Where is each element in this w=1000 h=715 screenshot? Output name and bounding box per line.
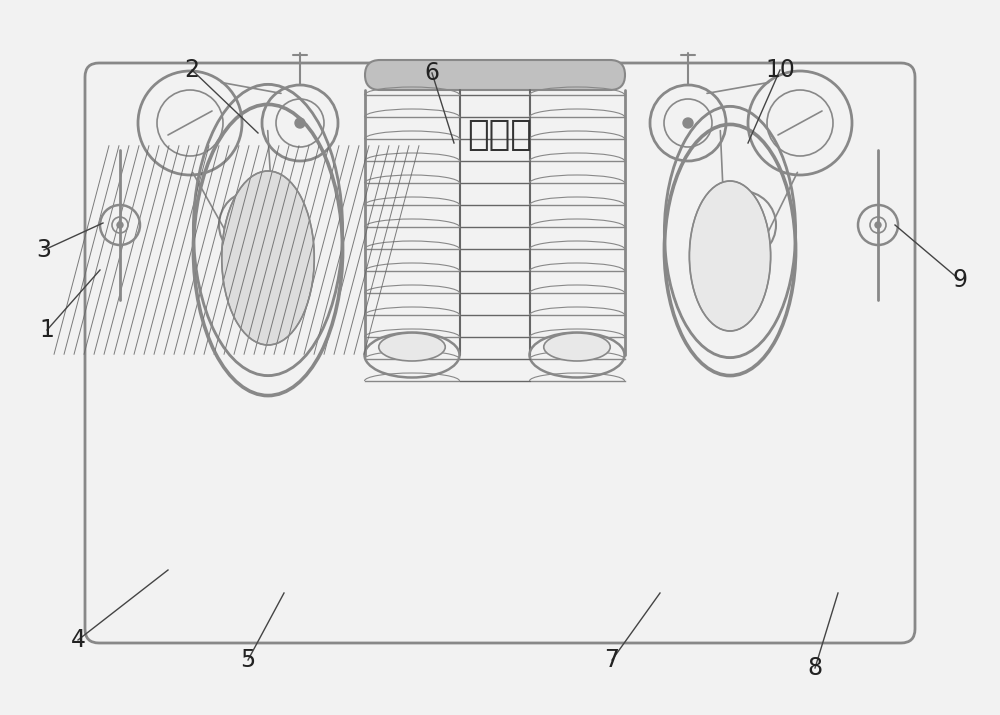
- Text: 4: 4: [71, 628, 86, 652]
- Ellipse shape: [222, 171, 314, 345]
- Text: 9: 9: [952, 268, 968, 292]
- Circle shape: [683, 118, 693, 128]
- Circle shape: [117, 222, 123, 228]
- Circle shape: [295, 118, 305, 128]
- Text: 2: 2: [185, 58, 200, 82]
- Ellipse shape: [544, 333, 610, 361]
- Text: 7: 7: [604, 648, 620, 672]
- Circle shape: [875, 222, 881, 228]
- Text: 1: 1: [40, 318, 54, 342]
- Text: 6: 6: [425, 61, 440, 85]
- Text: 3: 3: [37, 238, 52, 262]
- Text: 切割面: 切割面: [468, 118, 532, 152]
- Text: 10: 10: [765, 58, 795, 82]
- Text: 8: 8: [807, 656, 823, 680]
- FancyBboxPatch shape: [365, 60, 625, 90]
- Text: 5: 5: [240, 648, 256, 672]
- Ellipse shape: [379, 333, 445, 361]
- Ellipse shape: [689, 181, 771, 331]
